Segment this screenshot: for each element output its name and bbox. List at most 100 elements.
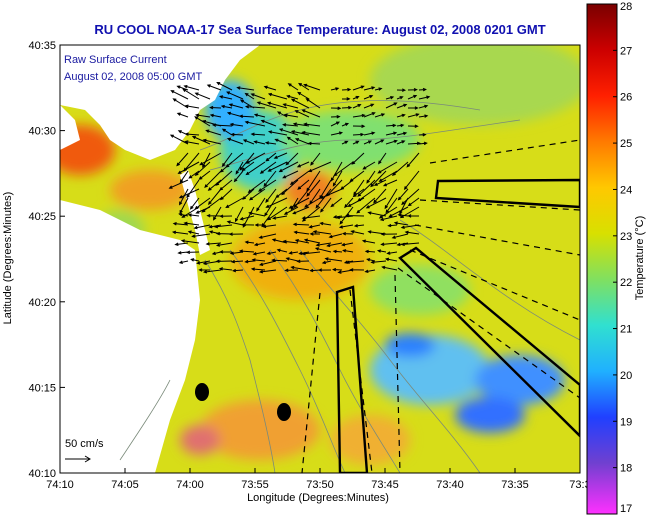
current-vector-arrow — [195, 206, 211, 214]
current-vector-arrow — [364, 249, 376, 254]
current-vector-arrow — [306, 179, 321, 197]
current-vector-arrow — [387, 223, 398, 228]
current-vector-arrow — [183, 85, 200, 91]
current-vector-arrow — [301, 109, 321, 118]
current-vector-arrow — [338, 224, 354, 229]
current-vector-arrow — [272, 215, 288, 220]
current-vector-arrow — [253, 113, 266, 118]
current-vector-arrow — [180, 239, 200, 244]
current-vector-arrow — [290, 130, 310, 136]
x-tick-label: 74:05 — [111, 479, 139, 491]
map-plot-area: 50 cm/s Raw Surface Current August 02, 2… — [60, 45, 580, 473]
colorbar-ticks: 28 27 26 25 24 23 22 21 20 19 18 17 — [613, 1, 632, 515]
x-axis-ticks: 74:10 74:05 74:00 73:55 73:50 73:45 73:40 73:35… — [46, 468, 591, 491]
current-vector-arrow — [226, 137, 244, 145]
current-vector-arrow — [352, 104, 362, 109]
current-vector-arrow — [298, 82, 310, 91]
current-vector-arrow — [353, 179, 365, 196]
current-vector-arrow — [297, 91, 310, 100]
current-vector-arrow — [366, 170, 376, 184]
current-vector-arrow — [407, 94, 418, 100]
current-vector-arrow — [260, 119, 277, 127]
scale-vector-arrow — [65, 455, 91, 463]
current-vector-arrow — [292, 222, 310, 227]
current-vector-arrow — [393, 221, 409, 226]
current-vector-arrow — [250, 93, 266, 100]
y-tick-label: 40:35 — [28, 40, 56, 52]
current-vector-arrow — [341, 97, 351, 101]
current-vector-arrow — [317, 268, 332, 272]
current-vector-arrow — [332, 170, 343, 187]
current-vector-arrow — [380, 232, 398, 236]
current-vector-arrow — [198, 268, 211, 272]
current-vector-arrow — [225, 197, 244, 208]
current-vector-arrow — [209, 105, 222, 110]
current-vector-arrow — [330, 87, 340, 91]
radar-sector-boxes — [335, 178, 580, 473]
colorbar-tick-label: 18 — [620, 463, 632, 475]
current-vector-arrow — [418, 141, 428, 146]
current-vector-arrow — [196, 260, 211, 265]
current-vector-arrow — [330, 114, 341, 119]
current-vector-arrow — [301, 215, 321, 220]
colorbar-tick-label: 17 — [620, 503, 632, 515]
current-vector-arrow — [367, 211, 387, 217]
current-vector-arrow — [259, 161, 277, 174]
current-vector-arrow — [396, 113, 406, 118]
current-vector-arrow — [191, 233, 211, 238]
current-vector-arrow — [330, 161, 343, 182]
current-vector-arrow — [211, 251, 222, 256]
current-vector-arrow — [363, 140, 373, 145]
current-vector-arrow — [378, 170, 398, 182]
current-vector-arrow — [380, 242, 398, 246]
current-vector-arrow — [294, 239, 310, 244]
current-vector-arrow — [202, 138, 222, 145]
current-vector-arrow — [309, 232, 321, 236]
current-vector-arrow — [384, 188, 398, 210]
current-vector-arrow — [275, 188, 288, 199]
current-vector-arrow — [385, 102, 398, 109]
current-vector-arrow — [407, 88, 418, 92]
current-vector-arrow — [194, 116, 211, 127]
current-vector-arrow — [333, 161, 354, 177]
current-vector-arrow — [208, 224, 222, 229]
current-vector-arrow — [330, 106, 342, 110]
current-vector-arrow — [385, 96, 395, 100]
current-vector-arrow — [321, 260, 332, 265]
current-vector-arrow — [265, 197, 288, 208]
current-vector-arrow — [319, 188, 343, 199]
current-vector-arrow — [271, 258, 288, 262]
current-vector-arrow — [230, 132, 244, 137]
current-vector-arrow — [263, 170, 277, 187]
current-vector-arrow — [347, 197, 365, 207]
current-vector-arrow — [363, 112, 376, 118]
current-vector-arrow — [287, 83, 299, 91]
x-tick-label: 73:40 — [436, 479, 464, 491]
current-vector-arrow — [328, 233, 343, 239]
current-vector-arrow — [265, 188, 277, 204]
x-tick-label: 73:35 — [501, 479, 529, 491]
current-vector-arrow — [374, 113, 386, 118]
current-vector-arrow — [187, 230, 200, 235]
current-vector-arrow — [418, 104, 429, 109]
current-vector-arrow — [315, 242, 332, 247]
current-vector-arrow — [326, 242, 343, 248]
current-vector-arrow — [239, 215, 255, 221]
current-vector-arrow — [254, 223, 265, 227]
current-vector-arrow — [248, 211, 266, 217]
current-vector-arrow — [244, 240, 255, 245]
current-vector-arrow — [418, 87, 427, 92]
current-vector-arrow — [228, 103, 244, 109]
y-tick-label: 40:15 — [28, 382, 56, 394]
current-vector-arrow — [238, 114, 255, 119]
current-vector-arrow — [408, 106, 419, 110]
current-vector-arrow — [301, 130, 321, 136]
current-vector-arrow — [396, 123, 405, 128]
colorbar-tick-label: 25 — [620, 138, 632, 150]
current-vector-arrow — [356, 197, 376, 214]
current-vector-arrow — [262, 224, 277, 229]
current-vector-arrow — [194, 113, 211, 118]
current-vector-arrow — [221, 152, 233, 168]
current-vector-arrow — [244, 92, 255, 100]
current-vector-arrow — [218, 95, 233, 100]
